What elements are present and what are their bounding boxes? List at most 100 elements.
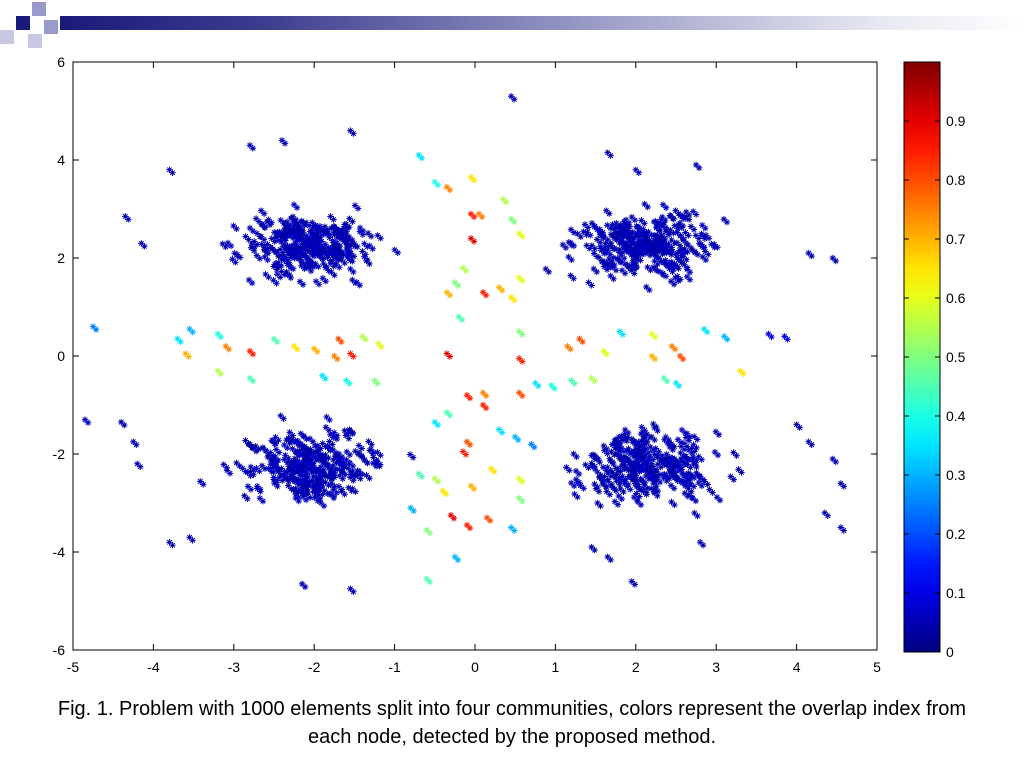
data-point	[624, 235, 634, 245]
data-point	[676, 247, 686, 257]
data-point	[585, 279, 595, 289]
data-point	[677, 455, 688, 466]
data-point	[624, 227, 634, 237]
data-point	[650, 420, 660, 431]
data-point	[618, 477, 628, 487]
data-point	[638, 442, 649, 452]
data-point	[706, 486, 716, 496]
data-point	[303, 450, 313, 461]
data-point	[296, 224, 306, 235]
data-point	[329, 249, 339, 259]
data-point	[297, 234, 307, 244]
data-point	[684, 470, 695, 480]
colorbar-tick-label: 0.6	[946, 290, 966, 306]
data-point	[612, 437, 623, 447]
data-point	[674, 254, 684, 264]
data-point	[283, 218, 294, 229]
data-point	[331, 352, 341, 363]
data-point	[644, 263, 654, 274]
data-point	[288, 436, 298, 446]
data-point	[359, 333, 369, 343]
data-point	[298, 470, 309, 480]
data-point	[594, 499, 604, 510]
data-point	[699, 253, 709, 264]
data-point	[253, 230, 264, 240]
data-point	[296, 447, 306, 458]
data-point	[633, 460, 643, 470]
data-point	[650, 469, 661, 479]
data-point	[285, 463, 295, 473]
data-point	[346, 255, 356, 265]
data-point	[322, 249, 332, 259]
data-point	[326, 438, 336, 448]
y-tick-label: -4	[53, 544, 66, 560]
data-point	[281, 471, 291, 482]
data-point	[621, 260, 632, 271]
data-point	[415, 470, 425, 480]
data-point	[459, 264, 470, 274]
data-point	[274, 468, 285, 478]
data-point	[588, 374, 598, 385]
data-point	[735, 466, 745, 476]
data-point	[311, 236, 321, 246]
data-point	[588, 452, 598, 462]
data-point	[699, 222, 709, 232]
data-point	[306, 435, 317, 445]
data-point	[727, 473, 737, 483]
data-point	[186, 325, 196, 336]
data-point	[348, 240, 359, 250]
data-point	[674, 475, 685, 485]
data-point	[507, 524, 518, 534]
data-point	[652, 445, 662, 455]
data-point	[261, 253, 271, 264]
data-point	[312, 222, 322, 232]
colorbar-tick-label: 0.2	[946, 526, 966, 542]
data-point	[247, 244, 258, 254]
data-point	[338, 488, 348, 498]
data-point	[311, 494, 321, 505]
x-tick-label: 0	[471, 659, 479, 675]
data-point	[347, 585, 357, 595]
data-point	[290, 343, 301, 353]
data-point	[326, 466, 337, 477]
data-point	[634, 254, 644, 264]
data-point	[284, 229, 294, 239]
data-point	[321, 245, 331, 255]
data-point	[626, 233, 637, 244]
data-point	[793, 421, 803, 431]
data-point	[645, 457, 655, 467]
data-point	[495, 284, 506, 294]
data-point	[343, 247, 354, 258]
data-point	[737, 367, 747, 377]
data-point	[295, 228, 306, 239]
data-point	[691, 248, 702, 258]
data-point	[318, 457, 328, 468]
data-point	[312, 453, 322, 463]
data-point	[479, 289, 490, 299]
data-point	[130, 438, 140, 448]
data-point	[653, 468, 664, 479]
data-point	[479, 389, 490, 399]
data-point	[296, 278, 307, 288]
data-point	[712, 428, 723, 438]
data-point	[346, 215, 356, 225]
data-point	[647, 443, 657, 454]
data-point	[138, 240, 148, 250]
data-point	[495, 426, 506, 436]
data-point	[292, 494, 302, 505]
data-point	[608, 242, 618, 252]
data-point	[608, 448, 618, 459]
data-point	[244, 483, 255, 493]
data-point	[652, 240, 663, 251]
data-point	[244, 469, 254, 479]
data-point	[374, 449, 384, 459]
data-point	[648, 352, 659, 363]
data-point	[696, 539, 707, 549]
data-point	[666, 265, 676, 275]
data-point	[313, 231, 324, 241]
data-point	[330, 432, 341, 443]
data-point	[829, 455, 839, 466]
data-point	[278, 238, 288, 249]
data-point	[349, 485, 359, 496]
data-point	[687, 223, 698, 233]
